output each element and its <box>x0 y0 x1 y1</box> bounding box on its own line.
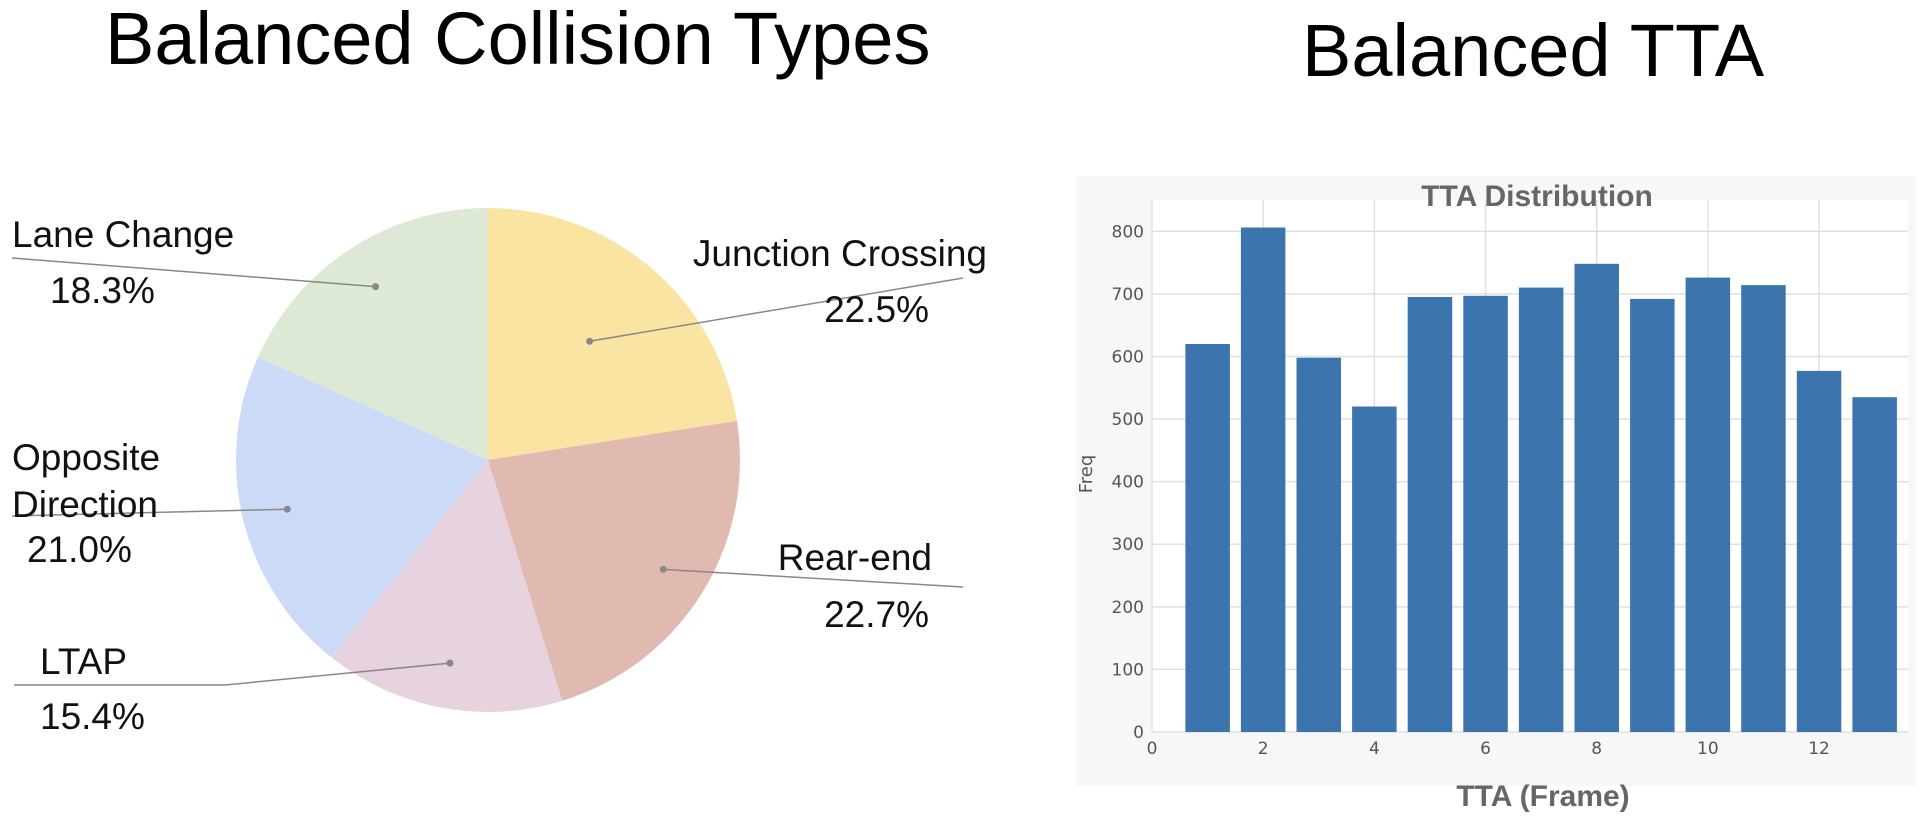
bar-tta-12 <box>1796 370 1842 732</box>
y-tick-label: 700 <box>1112 285 1144 305</box>
x-tick-label: 2 <box>1258 739 1269 759</box>
bar-chart-title: TTA Distribution <box>1421 180 1653 213</box>
pie-percent-opposite-direction: 21.0% <box>27 529 132 570</box>
pie-chart-heading: Balanced Collision Types <box>105 0 931 80</box>
x-tick-label: 4 <box>1369 739 1380 759</box>
leader-line-rear-end <box>663 568 964 588</box>
x-tick-label: 10 <box>1697 739 1719 759</box>
leader-dot-opposite-direction <box>283 505 291 513</box>
y-tick-label: 400 <box>1112 473 1144 493</box>
x-tick-label: 8 <box>1591 739 1602 759</box>
y-tick-label: 800 <box>1112 222 1144 242</box>
pie-percent-lane-change: 18.3% <box>50 270 155 311</box>
y-tick-label: 0 <box>1133 723 1144 743</box>
bar-tta-7 <box>1518 287 1564 732</box>
pie-label-rear-end: Rear-end <box>778 537 932 578</box>
leader-line-ltap <box>14 662 450 686</box>
y-tick-label: 200 <box>1112 598 1144 618</box>
bar-chart-heading: Balanced TTA <box>1302 9 1765 92</box>
tta-bar-chart: 0 100 200 300 400 500 600 700 800 0 2 4 6 8 10 12 TTA Di… <box>1076 176 1916 813</box>
x-tick-label: 6 <box>1480 739 1491 759</box>
leader-dot-junction-crossing <box>586 337 594 345</box>
leader-line-lane-change <box>11 257 376 288</box>
leader-line-opposite-direction <box>11 508 288 517</box>
pie-slice-ltap <box>331 460 563 713</box>
bar-tta-11 <box>1741 285 1786 732</box>
y-axis-label: Freq <box>1076 455 1097 494</box>
y-tick-label: 600 <box>1112 347 1144 367</box>
pie-label-opposite-direction-line2: Direction <box>12 484 158 525</box>
pie-slice-lane-change <box>257 208 488 460</box>
bar-tta-13 <box>1852 397 1897 732</box>
pie-slice-junction-crossing <box>488 208 737 460</box>
pie-slice-opposite-direction <box>236 357 488 658</box>
x-axis-label: TTA (Frame) <box>1456 780 1629 813</box>
leader-line-junction-crossing <box>589 277 964 343</box>
pie-percent-junction-crossing: 22.5% <box>824 289 929 330</box>
bar-tta-9 <box>1630 298 1675 732</box>
bar-tta-10 <box>1685 277 1731 732</box>
y-tick-label: 300 <box>1112 535 1144 555</box>
bar-tta-6 <box>1463 295 1508 732</box>
leader-dot-rear-end <box>659 565 667 573</box>
bar-tta-1 <box>1185 344 1230 732</box>
leader-dot-ltap <box>446 659 454 667</box>
pie-label-ltap: LTAP <box>40 641 127 682</box>
pie-percent-rear-end: 22.7% <box>824 594 929 635</box>
y-tick-label: 500 <box>1112 410 1144 430</box>
pie-percent-ltap: 15.4% <box>40 696 145 737</box>
pie-slice-rear-end <box>488 420 740 701</box>
y-tick-label: 100 <box>1112 660 1144 680</box>
pie-label-opposite-direction-line1: Opposite <box>12 437 160 478</box>
bar-tta-5 <box>1407 297 1453 732</box>
bar-tta-3 <box>1296 357 1341 732</box>
bar-tta-2 <box>1240 227 1286 732</box>
collision-types-pie: Junction Crossing 22.5% Rear-end 22.7% LTAP 1… <box>11 208 987 737</box>
bar-tta-8 <box>1574 263 1619 732</box>
pie-label-junction-crossing: Junction Crossing <box>693 233 987 274</box>
bar-tta-4 <box>1352 406 1397 732</box>
x-tick-label: 12 <box>1808 739 1830 759</box>
leader-dot-lane-change <box>372 283 379 291</box>
x-tick-label: 0 <box>1147 739 1158 759</box>
pie-label-lane-change: Lane Change <box>12 214 234 255</box>
